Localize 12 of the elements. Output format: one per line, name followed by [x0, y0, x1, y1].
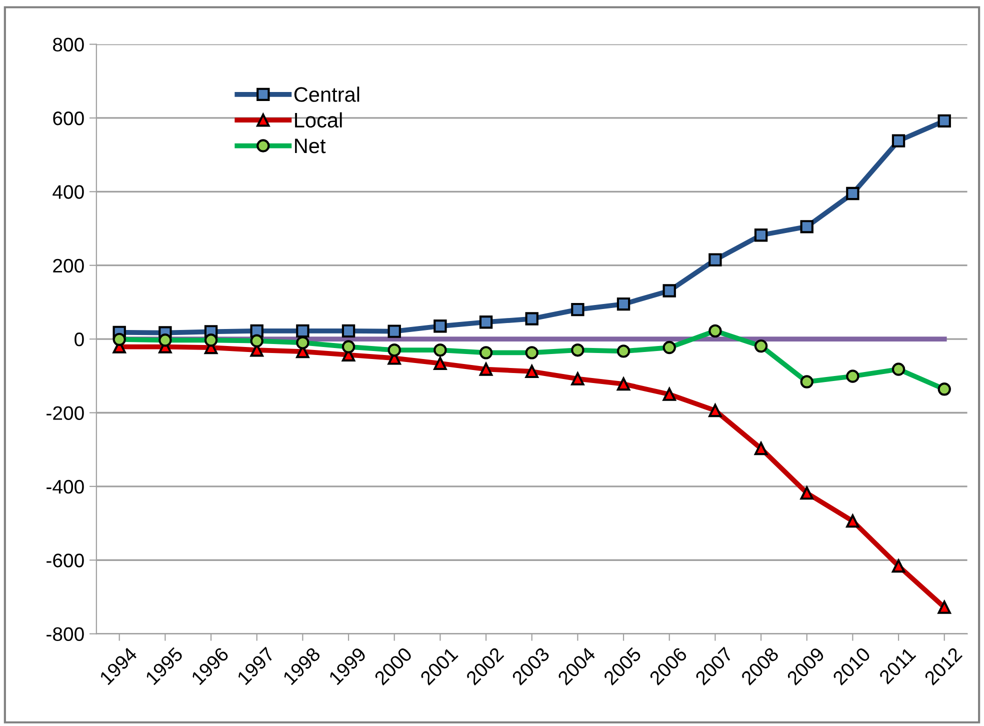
- y-tick-label: -400: [46, 480, 84, 494]
- y-tick-label: 200: [53, 258, 84, 273]
- y-tick-label: 800: [53, 38, 84, 52]
- y-tick-label: -800: [46, 627, 84, 642]
- y-tick-label: -600: [46, 554, 84, 568]
- y-tick-label: 600: [53, 111, 84, 126]
- y-tick-label: -200: [46, 406, 84, 420]
- y-tick-label: 0: [74, 332, 84, 346]
- legend-label: Net: [295, 138, 326, 154]
- legend-label: Local: [295, 112, 342, 128]
- legend-label: Central: [294, 86, 360, 102]
- y-tick-label: 400: [52, 185, 84, 199]
